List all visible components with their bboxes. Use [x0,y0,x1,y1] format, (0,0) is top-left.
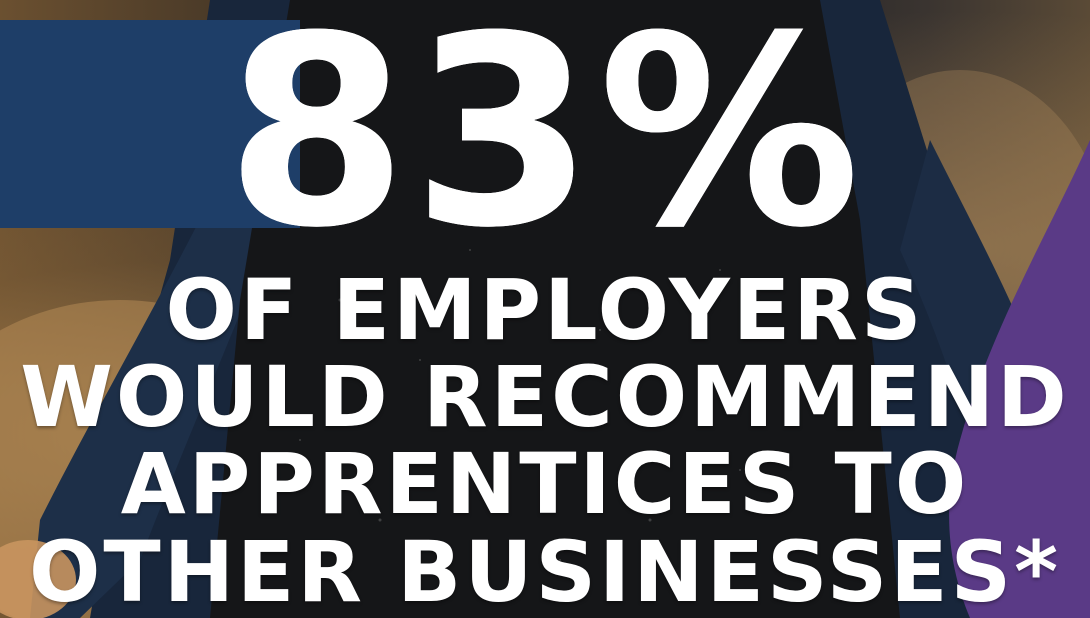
blue-accent-band [0,20,300,228]
headline-line-4: OTHER BUSINESSES* [28,523,1061,618]
purple-accent-shape [949,140,1090,618]
headline-line-2: WOULD RECOMMEND [20,348,1070,446]
percentage-figure: 83% [0,2,1090,264]
percentage-value: 83% [225,0,865,285]
headline-line-3: APPRENTICES TO [120,435,970,533]
headline-line-1: OF EMPLOYERS [165,261,925,359]
